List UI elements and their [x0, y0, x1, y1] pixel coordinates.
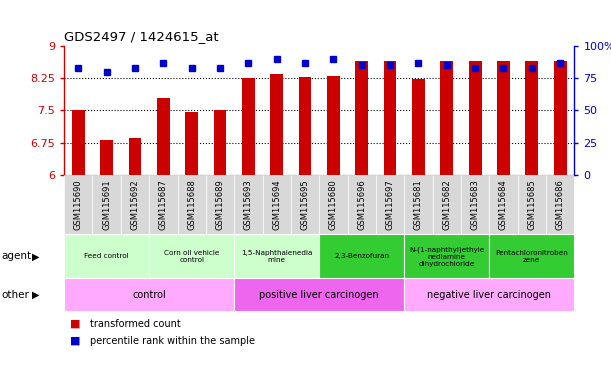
Bar: [433, 175, 461, 234]
Text: percentile rank within the sample: percentile rank within the sample: [90, 336, 255, 346]
Bar: [469, 61, 481, 175]
Text: ■: ■: [70, 336, 81, 346]
Text: GSM115686: GSM115686: [555, 179, 565, 230]
Text: GSM115690: GSM115690: [74, 179, 83, 230]
Text: GSM115692: GSM115692: [131, 179, 139, 230]
Text: GSM115693: GSM115693: [244, 179, 253, 230]
Bar: [270, 74, 283, 175]
Text: GSM115691: GSM115691: [102, 179, 111, 230]
Bar: [489, 175, 518, 234]
Bar: [149, 234, 234, 278]
Bar: [234, 234, 319, 278]
Bar: [129, 138, 141, 175]
Bar: [518, 175, 546, 234]
Text: ■: ■: [70, 319, 81, 329]
Bar: [242, 78, 255, 175]
Text: agent: agent: [1, 251, 31, 262]
Text: GSM115694: GSM115694: [273, 179, 281, 230]
Bar: [214, 111, 227, 175]
Text: positive liver carcinogen: positive liver carcinogen: [260, 290, 379, 300]
Bar: [234, 278, 404, 311]
Bar: [497, 61, 510, 175]
Bar: [441, 61, 453, 175]
Text: 2,3-Benzofuran: 2,3-Benzofuran: [334, 253, 389, 259]
Bar: [206, 175, 234, 234]
Text: transformed count: transformed count: [90, 319, 181, 329]
Bar: [319, 234, 404, 278]
Bar: [489, 234, 574, 278]
Bar: [64, 234, 149, 278]
Bar: [185, 112, 198, 175]
Text: GSM115682: GSM115682: [442, 179, 452, 230]
Text: GSM115697: GSM115697: [386, 179, 395, 230]
Text: negative liver carcinogen: negative liver carcinogen: [427, 290, 551, 300]
Text: GSM115681: GSM115681: [414, 179, 423, 230]
Text: GSM115688: GSM115688: [187, 179, 196, 230]
Bar: [356, 61, 368, 175]
Text: control: control: [133, 290, 166, 300]
Bar: [412, 79, 425, 175]
Bar: [100, 141, 113, 175]
Bar: [121, 175, 149, 234]
Text: GSM115680: GSM115680: [329, 179, 338, 230]
Text: GSM115687: GSM115687: [159, 179, 168, 230]
Text: GSM115689: GSM115689: [216, 179, 225, 230]
Bar: [157, 98, 170, 175]
Text: Feed control: Feed control: [84, 253, 129, 259]
Bar: [64, 278, 234, 311]
Bar: [299, 78, 312, 175]
Bar: [291, 175, 319, 234]
Bar: [384, 61, 397, 175]
Bar: [178, 175, 206, 234]
Text: N-(1-naphthyl)ethyle
nediamine
dihydrochloride: N-(1-naphthyl)ethyle nediamine dihydroch…: [409, 246, 485, 266]
Text: ▶: ▶: [32, 251, 39, 262]
Text: GSM115695: GSM115695: [301, 179, 310, 230]
Bar: [404, 234, 489, 278]
Text: GSM115683: GSM115683: [470, 179, 480, 230]
Bar: [554, 61, 566, 175]
Text: Corn oil vehicle
control: Corn oil vehicle control: [164, 250, 219, 263]
Text: ▶: ▶: [32, 290, 39, 300]
Bar: [149, 175, 178, 234]
Text: GSM115685: GSM115685: [527, 179, 536, 230]
Bar: [546, 175, 574, 234]
Bar: [404, 278, 574, 311]
Text: GSM115696: GSM115696: [357, 179, 366, 230]
Bar: [72, 111, 85, 175]
Bar: [376, 175, 404, 234]
Bar: [234, 175, 263, 234]
Bar: [319, 175, 348, 234]
Bar: [461, 175, 489, 234]
Text: other: other: [1, 290, 29, 300]
Bar: [92, 175, 121, 234]
Text: GSM115684: GSM115684: [499, 179, 508, 230]
Text: GDS2497 / 1424615_at: GDS2497 / 1424615_at: [64, 30, 219, 43]
Bar: [327, 76, 340, 175]
Bar: [348, 175, 376, 234]
Bar: [525, 61, 538, 175]
Text: 1,5-Naphthalenedia
mine: 1,5-Naphthalenedia mine: [241, 250, 312, 263]
Bar: [404, 175, 433, 234]
Text: Pentachloronitroben
zene: Pentachloronitroben zene: [496, 250, 568, 263]
Bar: [64, 175, 92, 234]
Bar: [263, 175, 291, 234]
